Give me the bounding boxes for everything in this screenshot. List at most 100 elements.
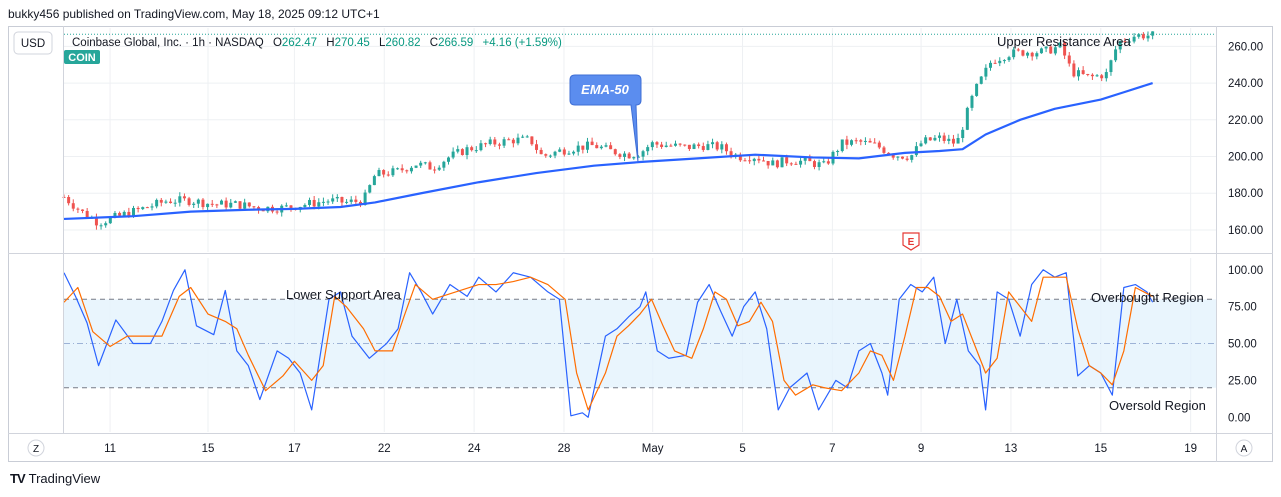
candle-body	[479, 143, 483, 151]
candle-body	[516, 137, 520, 144]
candle-body	[873, 142, 877, 144]
candle-body	[340, 196, 344, 203]
candle-body	[289, 205, 293, 208]
candle-body	[252, 206, 256, 208]
candle-body	[215, 204, 219, 206]
candle-body	[933, 137, 937, 141]
earnings-marker[interactable]: E	[902, 232, 920, 251]
candle-body	[335, 196, 339, 199]
candle-body	[748, 160, 752, 162]
candle-body	[1123, 41, 1127, 43]
candle-body	[391, 168, 395, 176]
zoom-z-label: Z	[33, 444, 39, 455]
candle-body	[1035, 53, 1039, 57]
overbought-label: Overbought Region	[1091, 290, 1204, 305]
candle-body	[451, 151, 455, 158]
candle-body	[182, 196, 186, 199]
candle-body	[419, 162, 423, 166]
ema50-series	[63, 82, 1153, 221]
candle-body	[919, 143, 923, 147]
candle-body	[609, 145, 613, 150]
legend-h-label: H	[326, 37, 334, 49]
candle-body	[275, 211, 279, 213]
legend-change: +4.16 (+1.59%)	[483, 37, 562, 49]
time-tick-label: 15	[1094, 443, 1107, 455]
candle-body	[1026, 52, 1030, 56]
candle-body	[521, 136, 525, 138]
ema-callout-text: EMA-50	[581, 82, 629, 97]
candle-body	[363, 192, 367, 206]
candle-body	[317, 202, 321, 207]
legend-title: Coinbase Global, Inc. · 1h · NASDAQ	[72, 37, 264, 49]
candle-body	[1114, 49, 1118, 61]
candle-body	[738, 154, 742, 161]
candle-body	[145, 207, 149, 209]
candle-body	[868, 140, 872, 143]
candle-body	[1016, 49, 1020, 51]
candle-body	[326, 201, 330, 203]
candle-body	[1053, 47, 1057, 54]
candle-body	[530, 136, 534, 145]
candle-body	[1058, 42, 1062, 48]
candle-body	[354, 199, 358, 202]
candle-body	[789, 163, 793, 165]
candle-body	[794, 163, 798, 165]
candle-body	[308, 199, 312, 205]
candle-body	[553, 151, 557, 156]
candle-body	[743, 160, 747, 162]
candle-body	[76, 208, 80, 210]
candle-body	[201, 199, 205, 208]
time-tick-label: 9	[918, 443, 924, 455]
candle-body	[599, 146, 603, 149]
price-candles	[62, 31, 1155, 230]
candle-body	[131, 207, 135, 217]
candle-body	[882, 147, 886, 153]
candle-body	[511, 139, 515, 144]
candle-body	[729, 151, 733, 156]
candle-body	[192, 203, 196, 205]
candle-body	[409, 167, 413, 172]
stoch-tick-label: 75.00	[1228, 302, 1257, 314]
candle-body	[706, 144, 710, 150]
candle-body	[141, 207, 145, 210]
candle-body	[1146, 35, 1150, 39]
candle-body	[233, 201, 237, 203]
currency-selector[interactable]: USD	[13, 31, 53, 55]
candle-body	[108, 217, 112, 224]
candle-body	[544, 154, 548, 156]
candle-body	[826, 161, 830, 164]
candle-body	[169, 201, 173, 204]
tradingview-logo[interactable]: TV TradingView	[10, 471, 100, 486]
candle-body	[178, 196, 182, 203]
candle-body	[766, 161, 770, 166]
zoom-a-button[interactable]: A	[1235, 439, 1253, 457]
candle-body	[775, 160, 779, 168]
candle-body	[94, 217, 98, 226]
candle-body	[979, 76, 983, 84]
candle-body	[669, 145, 673, 147]
candle-body	[1100, 75, 1104, 79]
candle-body	[474, 150, 478, 152]
time-tick-label: 17	[288, 443, 301, 455]
candle-body	[854, 140, 858, 142]
candle-body	[1039, 48, 1043, 54]
candle-body	[808, 157, 812, 162]
candle-body	[1090, 74, 1094, 77]
candle-body	[1077, 70, 1081, 77]
candle-body	[951, 138, 955, 144]
candle-body	[99, 225, 103, 227]
candle-body	[984, 67, 988, 77]
zoom-z-button[interactable]: Z	[27, 439, 45, 457]
candle-body	[896, 156, 900, 158]
candle-body	[414, 165, 418, 168]
candle-body	[993, 62, 997, 64]
candle-body	[572, 151, 576, 154]
candle-body	[914, 146, 918, 156]
candle-body	[220, 200, 224, 205]
candle-body	[678, 143, 682, 145]
candle-body	[1067, 55, 1071, 64]
candle-body	[159, 199, 163, 203]
candle-body	[1118, 41, 1122, 50]
candle-body	[67, 197, 71, 204]
